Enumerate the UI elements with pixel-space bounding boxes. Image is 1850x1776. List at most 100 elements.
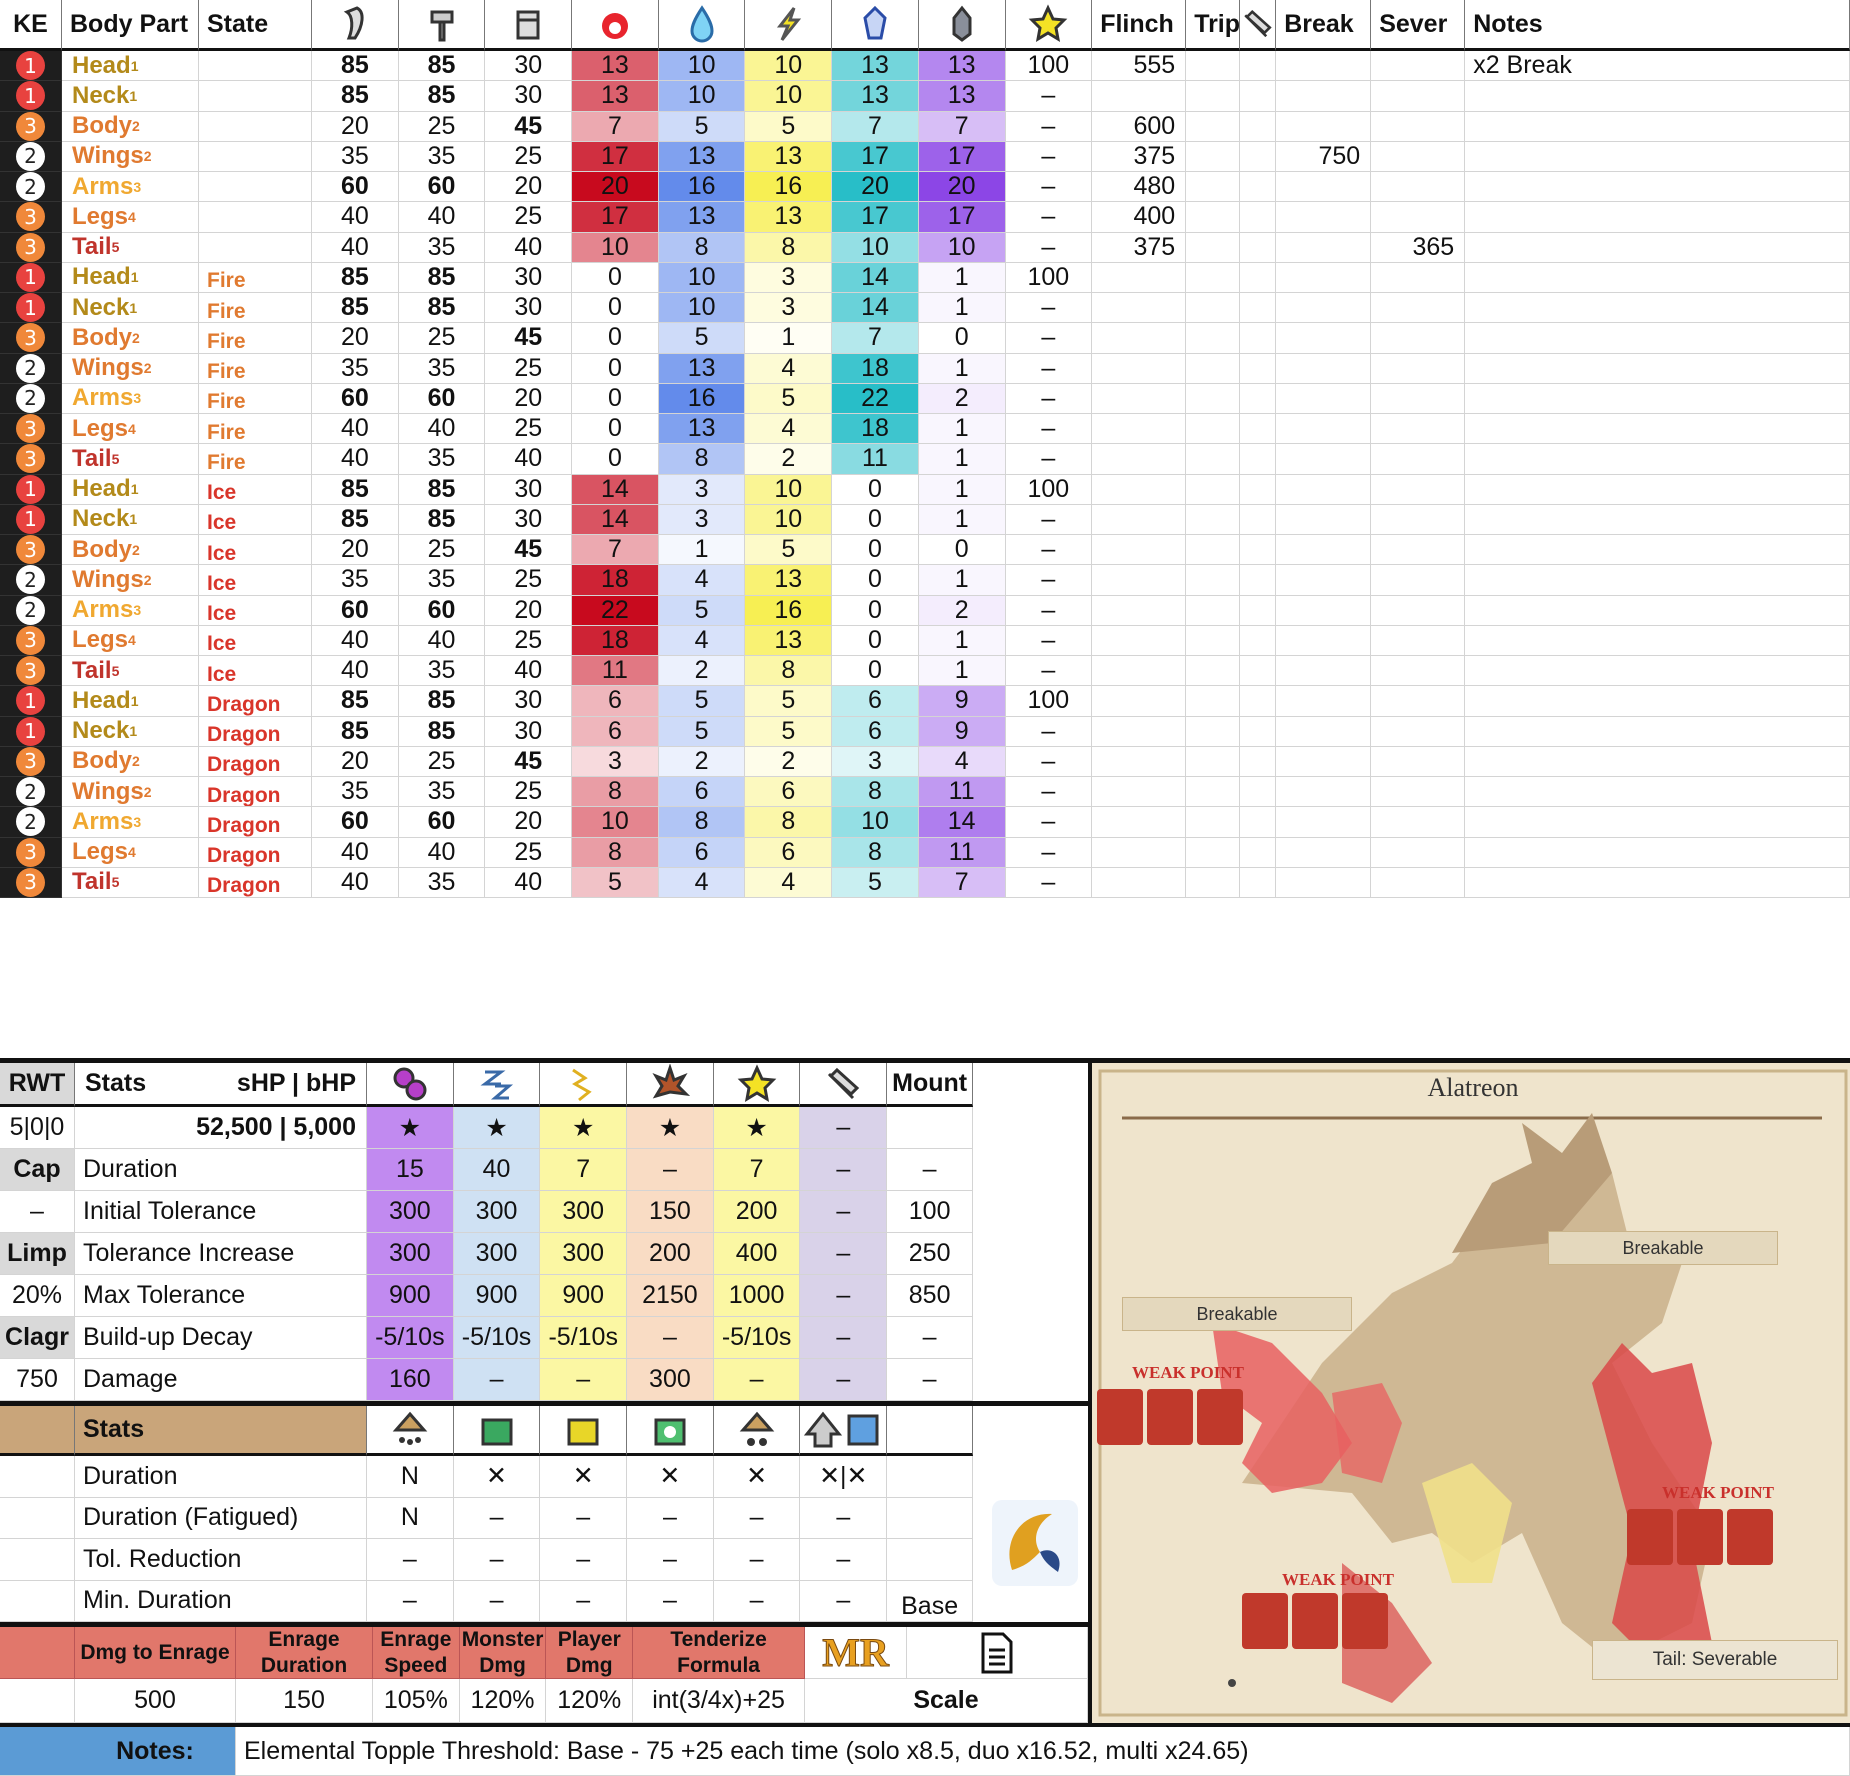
stun-value: –	[1005, 625, 1093, 656]
body-part-index: 5	[111, 239, 120, 256]
body-part-name: Head	[72, 51, 131, 79]
sever-value	[1371, 867, 1466, 898]
flinch-value	[1092, 414, 1187, 445]
ice-value: 7	[832, 111, 919, 142]
trip-value	[1186, 444, 1241, 475]
state-cell	[199, 232, 312, 263]
body-part-index: 5	[111, 662, 120, 679]
note-value	[1465, 625, 1850, 656]
dragon-value: 1	[918, 504, 1006, 535]
status-value: 100	[887, 1191, 974, 1233]
blunt-value: 35	[398, 565, 486, 596]
shot-value: 30	[485, 474, 573, 505]
flinch-value	[1092, 595, 1187, 626]
ice-value: 22	[832, 383, 919, 414]
hitzone-row: 3 Legs 4 40 40 25 17 13 13 17 17–400	[0, 202, 1850, 233]
blunt-value: 25	[398, 746, 486, 777]
ke-cell: 2	[0, 777, 62, 808]
flinch-value	[1092, 807, 1187, 838]
trap-value: ✕	[627, 1456, 714, 1498]
hitzone-row: 2 Wings 2 Fire 35 35 25 0 13 4 18 1–	[0, 353, 1850, 384]
ice-value: 8	[832, 777, 919, 808]
break-value	[1276, 777, 1372, 808]
hitzone-row: 1 Neck 1 Fire 85 85 30 0 10 3 14 1–	[0, 293, 1850, 324]
shot-value: 25	[485, 837, 573, 868]
status-value: 300	[540, 1191, 628, 1233]
status-value: 300	[540, 1233, 628, 1275]
exhaust-value	[1240, 202, 1277, 233]
para-icon	[540, 1063, 628, 1107]
status-value: 200	[713, 1191, 801, 1233]
ke-badge: 2	[16, 383, 45, 413]
fire-value: 14	[572, 504, 659, 535]
trip-value	[1186, 656, 1241, 687]
note-value	[1465, 867, 1850, 898]
trap-side-cell	[0, 1539, 75, 1581]
trap-header-blank	[0, 1406, 75, 1456]
trap-value: –	[540, 1539, 628, 1581]
flinch-value	[1092, 656, 1187, 687]
ke-badge: 1	[16, 51, 45, 81]
flinch-value	[1092, 837, 1187, 868]
stats-label: Stats	[85, 1069, 147, 1097]
body-part-index: 1	[129, 299, 138, 316]
shot-value: 20	[485, 383, 573, 414]
hitzone-row: 3 Legs 4 Ice 40 40 25 18 4 13 0 1–	[0, 625, 1850, 656]
trap-label: Duration (Fatigued)	[75, 1497, 367, 1539]
stun-value: –	[1005, 777, 1093, 808]
trap-value: –	[713, 1539, 801, 1581]
sever-value	[1371, 837, 1466, 868]
stun-value: –	[1005, 595, 1093, 626]
trip-value	[1186, 81, 1241, 112]
shot-value: 20	[485, 172, 573, 203]
rwt-value: 5|0|0	[0, 1107, 75, 1149]
hitzone-row: 3 Body 2 20 25 45 7 5 5 7 7–600	[0, 111, 1850, 142]
stun-value: –	[1005, 716, 1093, 747]
trap-header-row: Stats	[0, 1406, 974, 1456]
ke-cell: 1	[0, 293, 62, 324]
stun-value: –	[1005, 504, 1093, 535]
hitzone-row: 2 Arms 3 60 60 20 20 16 16 20 20–480	[0, 172, 1850, 203]
fire-value: 13	[572, 81, 659, 112]
body-part-index: 1	[129, 723, 138, 740]
ke-badge: 1	[16, 474, 45, 504]
break-value	[1276, 504, 1372, 535]
state-cell: Dragon	[199, 837, 312, 868]
trap-label: Duration	[75, 1456, 367, 1498]
state-cell	[199, 202, 312, 233]
thunder-value: 5	[745, 111, 833, 142]
trip-value	[1186, 262, 1241, 293]
ke-badge: 3	[16, 746, 45, 776]
ke-badge: 1	[16, 81, 45, 111]
status-side-cell: Clagr	[0, 1317, 75, 1359]
ke-cell: 2	[0, 565, 62, 596]
weak-point-arms: WEAK POINT	[1282, 1570, 1394, 1589]
status-value: 15	[367, 1149, 454, 1191]
dragon-value: 11	[918, 777, 1006, 808]
header-notes: Notes	[1465, 0, 1850, 51]
body-part-name: Head	[72, 686, 131, 714]
break-value	[1276, 595, 1372, 626]
thunder-value: 8	[745, 232, 833, 263]
blunt-value: 85	[398, 716, 486, 747]
dragon-value: 10	[918, 232, 1006, 263]
trap-side-cell	[0, 1497, 75, 1539]
status-row: Clagr Build-up Decay -5/10s -5/10s -5/10s – -5…	[0, 1317, 974, 1359]
flinch-value	[1092, 535, 1187, 566]
dragon-value: 2	[918, 595, 1006, 626]
fire-value: 14	[572, 474, 659, 505]
state-cell: Dragon	[199, 716, 312, 747]
water-value: 6	[658, 777, 746, 808]
ke-badge: 3	[16, 535, 45, 565]
ke-cell: 1	[0, 51, 62, 82]
water-value: 10	[658, 51, 746, 82]
note-value	[1465, 81, 1850, 112]
trip-value	[1186, 474, 1241, 505]
status-value: 2150	[627, 1275, 714, 1317]
trap-value: –	[540, 1580, 628, 1622]
break-value	[1276, 474, 1372, 505]
cut-value: 40	[312, 837, 399, 868]
ke-cell: 3	[0, 323, 62, 354]
thunder-value: 3	[745, 262, 833, 293]
body-part-index: 4	[128, 420, 136, 437]
